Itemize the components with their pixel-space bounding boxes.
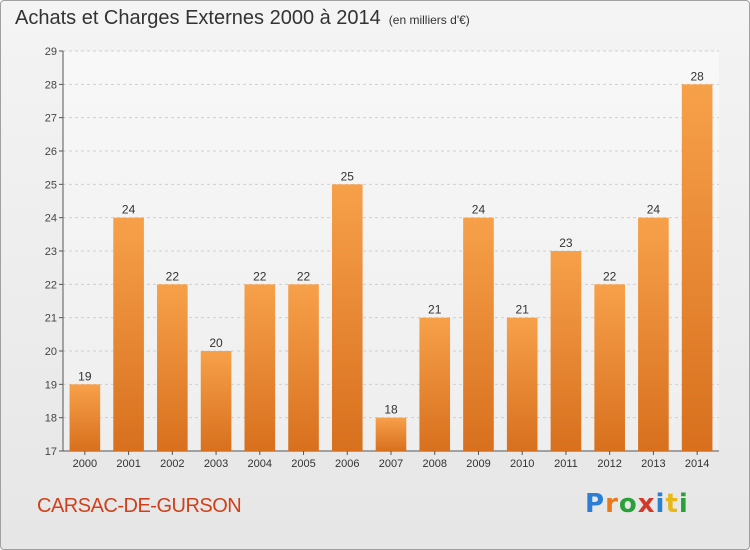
y-tick-label: 23: [45, 246, 57, 258]
logo-letter: t: [665, 489, 679, 519]
y-tick-label: 24: [45, 213, 57, 225]
proxiti-logo: Proxiti: [585, 489, 689, 519]
logo-letter: o: [618, 489, 638, 519]
x-tick-label: 2012: [597, 458, 621, 470]
x-tick-label: 2000: [73, 458, 97, 470]
x-tick-label: 2009: [466, 458, 490, 470]
x-tick-label: 2002: [160, 458, 184, 470]
bar: [463, 217, 494, 451]
logo-letter: x: [637, 489, 656, 519]
bar-value-label: 22: [166, 269, 180, 283]
commune-name: CARSAC-DE-GURSON: [37, 495, 242, 517]
bar: [638, 217, 669, 451]
y-tick-label: 17: [45, 446, 57, 458]
bar: [550, 251, 582, 451]
bar-value-label: 24: [647, 203, 661, 217]
y-tick-label: 22: [45, 279, 57, 291]
y-tick-label: 18: [45, 413, 57, 425]
bar: [288, 284, 319, 451]
y-tick-label: 20: [45, 346, 57, 358]
x-tick-label: 2011: [554, 458, 578, 470]
bar-value-label: 24: [122, 203, 136, 217]
bar: [331, 184, 363, 452]
bar: [113, 217, 144, 451]
y-tick-label: 28: [45, 79, 57, 91]
bar-value-label: 19: [78, 369, 92, 383]
bar: [244, 284, 276, 451]
bar-value-label: 20: [209, 336, 223, 350]
bar: [594, 284, 625, 451]
x-tick-label: 2001: [116, 458, 140, 470]
bar-value-label: 23: [559, 236, 573, 250]
bar: [69, 384, 101, 451]
x-tick-label: 2004: [248, 458, 272, 470]
bar-value-label: 24: [472, 203, 486, 217]
bar-value-label: 22: [253, 269, 267, 283]
chart-title-text: Achats et Charges Externes 2000 à 2014: [15, 7, 381, 29]
chart-title: Achats et Charges Externes 2000 à 2014 (e…: [15, 7, 470, 30]
bar-value-label: 22: [603, 269, 617, 283]
y-tick-label: 27: [45, 113, 57, 125]
bar: [419, 317, 451, 451]
y-tick-label: 29: [45, 46, 57, 58]
bar: [157, 284, 188, 451]
bar-value-label: 21: [428, 303, 442, 317]
bar: [681, 84, 713, 451]
x-tick-label: 2006: [335, 458, 359, 470]
y-tick-label: 19: [45, 379, 57, 391]
x-tick-label: 2003: [204, 458, 228, 470]
bar: [375, 417, 407, 451]
bar-value-label: 25: [341, 169, 355, 183]
logo-letter: r: [605, 489, 619, 519]
bar: [200, 351, 232, 451]
x-tick-label: 2010: [510, 458, 534, 470]
y-tick-label: 21: [45, 313, 57, 325]
bar-value-label: 22: [297, 269, 311, 283]
y-tick-label: 25: [45, 179, 57, 191]
x-tick-label: 2008: [422, 458, 446, 470]
bar-value-label: 21: [516, 303, 530, 317]
logo-letter: P: [585, 489, 606, 519]
x-tick-label: 2007: [379, 458, 403, 470]
logo-letter: i: [678, 489, 689, 519]
bar-value-label: 28: [690, 69, 704, 83]
logo-letter: i: [655, 489, 666, 519]
bar: [506, 317, 538, 451]
x-tick-label: 2014: [685, 458, 709, 470]
y-tick-label: 26: [45, 146, 57, 158]
x-tick-label: 2005: [291, 458, 315, 470]
bar-value-label: 18: [384, 403, 398, 417]
chart-subtitle: (en milliers d'€): [388, 13, 470, 27]
x-tick-label: 2013: [641, 458, 665, 470]
